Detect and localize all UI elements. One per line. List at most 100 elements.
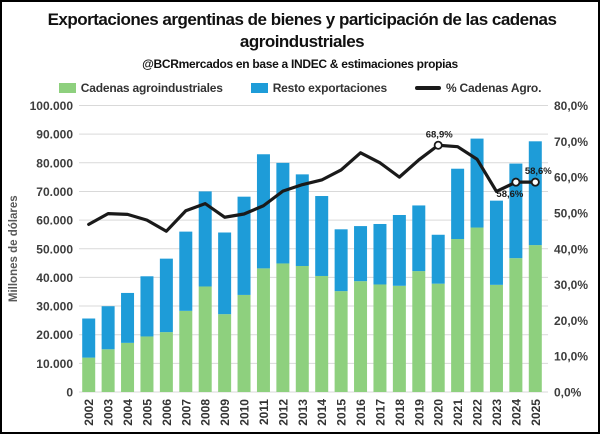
x-axis-tick-2014: 2014 <box>315 399 329 426</box>
right-axis-tick: 60,0% <box>554 171 588 185</box>
legend: Cadenas agroindustriales Resto exportaci… <box>2 81 598 95</box>
bar-resto-2015 <box>334 229 348 292</box>
bar-agro-2023 <box>489 284 503 392</box>
bar-resto-2023 <box>489 200 503 285</box>
bar-agro-2025 <box>528 245 542 392</box>
bar-resto-2006 <box>159 258 173 333</box>
legend-swatch-blue-icon <box>250 83 268 93</box>
pct-data-label-2025: 58,6% <box>525 166 552 177</box>
bar-resto-2020 <box>431 234 445 284</box>
bar-agro-2003 <box>101 349 115 392</box>
pct-cadenas-agro-line <box>87 143 537 233</box>
left-axis-tick: 50.000 <box>36 242 73 256</box>
bar-resto-2019 <box>412 205 426 272</box>
bar-agro-2008 <box>198 286 212 392</box>
bar-resto-2011 <box>256 154 270 269</box>
bar-agro-2020 <box>431 283 445 392</box>
legend-label-resto: Resto exportaciones <box>272 81 387 95</box>
bar-resto-2024 <box>509 163 523 259</box>
x-axis-tick-2015: 2015 <box>335 399 349 426</box>
bar-agro-2015 <box>334 291 348 392</box>
bar-resto-2025 <box>528 141 542 246</box>
bar-resto-2009 <box>218 232 232 315</box>
legend-swatch-green-icon <box>58 83 76 93</box>
x-axis-tick-2009: 2009 <box>218 399 232 426</box>
bar-agro-2022 <box>470 227 484 392</box>
left-axis-tick: 90.000 <box>36 128 73 142</box>
left-axis-tick: 60.000 <box>36 214 73 228</box>
chart-subtitle: @BCRmercados en base a INDEC & estimacio… <box>142 57 458 71</box>
legend-item-pct-cadenas-agro: % Cadenas Agro. <box>414 81 541 95</box>
pct-data-label-2020: 68,9% <box>426 129 453 140</box>
x-axis-tick-2019: 2019 <box>412 399 426 426</box>
x-axis-tick-2004: 2004 <box>121 399 135 426</box>
bar-agro-2004 <box>121 342 135 392</box>
bar-resto-2018 <box>392 214 406 286</box>
pct-marker-2024 <box>511 177 521 187</box>
bar-agro-2007 <box>179 310 193 392</box>
x-axis-tick-2025: 2025 <box>529 399 543 426</box>
left-axis-tick: 40.000 <box>36 271 73 285</box>
x-axis-tick-2013: 2013 <box>296 399 310 426</box>
x-axis-tick-2022: 2022 <box>471 399 485 426</box>
x-axis-tick-2007: 2007 <box>179 399 193 426</box>
x-axis-tick-2005: 2005 <box>140 399 154 426</box>
bar-resto-2017 <box>373 223 387 285</box>
bar-resto-2022 <box>470 138 484 228</box>
left-axis-title: Millones de dólares <box>8 195 20 302</box>
right-axis-tick: 20,0% <box>554 314 588 328</box>
x-axis-tick-2012: 2012 <box>276 399 290 426</box>
bar-agro-2010 <box>237 294 251 392</box>
right-axis-tick: 10,0% <box>554 350 588 364</box>
legend-item-resto-exportaciones: Resto exportaciones <box>250 81 387 95</box>
left-axis-tick: 30.000 <box>36 300 73 314</box>
bar-agro-2016 <box>354 281 368 392</box>
bar-agro-2024 <box>509 258 523 392</box>
bar-agro-2017 <box>373 284 387 392</box>
bar-agro-2009 <box>218 314 232 392</box>
left-axis-tick: 70.000 <box>36 185 73 199</box>
bar-agro-2019 <box>412 271 426 392</box>
right-axis-tick: 40,0% <box>554 242 588 256</box>
bar-resto-2016 <box>354 226 368 282</box>
legend-swatch-line-icon <box>414 86 441 90</box>
right-axis-tick: 70,0% <box>554 135 588 149</box>
chart-title: Exportaciones argentinas de bienes y par… <box>47 10 557 52</box>
bar-agro-2011 <box>256 268 270 392</box>
bar-agro-2006 <box>159 332 173 392</box>
left-axis-tick: 80.000 <box>36 156 73 170</box>
bar-resto-2004 <box>121 292 135 343</box>
bar-resto-2010 <box>237 196 251 295</box>
pct-marker-2020 <box>433 140 443 150</box>
x-axis-tick-2024: 2024 <box>509 399 523 426</box>
right-axis-tick: 50,0% <box>554 206 588 220</box>
right-axis-tick: 0,0% <box>554 386 582 400</box>
bar-resto-2007 <box>179 231 193 311</box>
bar-agro-2012 <box>276 263 290 392</box>
right-axis-tick: 80,0% <box>554 99 588 113</box>
x-axis-tick-2017: 2017 <box>373 399 387 426</box>
legend-item-cadenas-agroindustriales: Cadenas agroindustriales <box>58 81 223 95</box>
x-axis-tick-2018: 2018 <box>393 399 407 426</box>
pct-data-label-2024: 58,6% <box>496 189 523 200</box>
x-axis-tick-2010: 2010 <box>238 399 252 426</box>
x-axis-tick-2006: 2006 <box>160 399 174 426</box>
bar-resto-2021 <box>451 168 465 240</box>
pct-marker-2025 <box>530 177 540 187</box>
bar-resto-2012 <box>276 162 290 264</box>
x-axis-tick-2016: 2016 <box>354 399 368 426</box>
legend-label-cadenas: Cadenas agroindustriales <box>80 81 223 95</box>
bar-agro-2002 <box>82 357 96 392</box>
x-axis-tick-2011: 2011 <box>257 399 271 425</box>
bar-agro-2005 <box>140 336 154 392</box>
left-axis-tick: 100.000 <box>30 99 74 113</box>
x-axis-tick-2021: 2021 <box>451 399 465 426</box>
left-axis-tick: 0 <box>66 386 73 400</box>
x-axis-tick-2002: 2002 <box>82 399 96 426</box>
bar-agro-2013 <box>295 265 309 392</box>
bar-resto-2003 <box>101 306 115 350</box>
x-axis-tick-2008: 2008 <box>199 399 213 426</box>
bar-resto-2002 <box>82 318 96 358</box>
